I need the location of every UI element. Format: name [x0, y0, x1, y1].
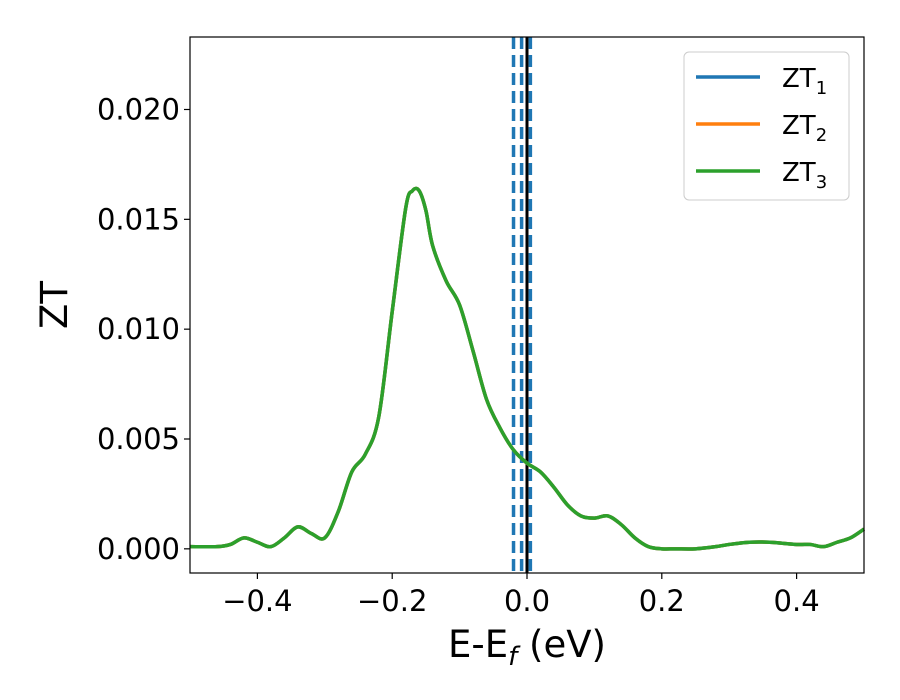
reference-lines — [511, 37, 533, 573]
x-axis-ticks: −0.4 −0.2 0.0 0.2 0.4 — [222, 573, 820, 618]
series-lines — [189, 186, 865, 551]
x-axis-title-unit: (eV) — [517, 623, 606, 666]
y-tick-label: 0.015 — [97, 202, 180, 236]
legend-label-subscript: 2 — [816, 125, 827, 146]
legend-label-zt3: ZT3 — [782, 158, 827, 193]
y-tick-label: 0.020 — [97, 92, 180, 126]
y-tick-label: 0.000 — [97, 532, 180, 566]
x-tick-label: −0.2 — [357, 584, 427, 618]
x-axis-title-main: E-E — [448, 623, 508, 666]
legend-label-zt2: ZT2 — [782, 111, 827, 146]
x-tick-label: −0.4 — [222, 584, 292, 618]
legend-label-main: ZT — [782, 64, 816, 94]
y-tick-label: 0.010 — [97, 312, 180, 346]
x-tick-label: 0.0 — [504, 584, 550, 618]
y-axis-title: ZT — [33, 281, 76, 329]
series-line-zt3 — [189, 186, 865, 551]
legend-label-main: ZT — [782, 111, 816, 141]
legend-label-zt1: ZT1 — [782, 64, 827, 99]
legend-label-subscript: 1 — [816, 78, 827, 99]
x-tick-label: 0.2 — [639, 584, 685, 618]
legend-label-main: ZT — [782, 158, 816, 188]
legend-label-subscript: 3 — [816, 172, 827, 193]
x-tick-label: 0.4 — [774, 584, 820, 618]
x-axis-title: E-Ef (eV) — [448, 623, 606, 672]
y-axis-ticks: 0.000 0.005 0.010 0.015 0.020 — [97, 92, 190, 566]
y-tick-label: 0.005 — [97, 422, 180, 456]
legend-box — [683, 51, 850, 201]
